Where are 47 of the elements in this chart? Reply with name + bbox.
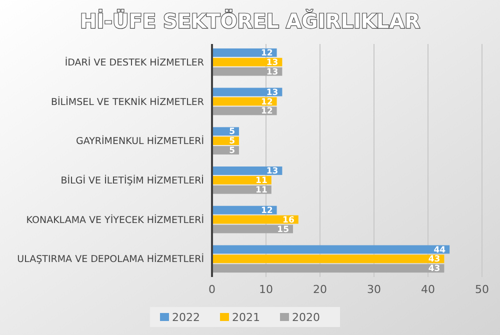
data-label: 5 [229,136,236,147]
y-tick-label: İDARİ VE DESTEK HİZMETLER [64,56,204,68]
data-label: 16 [282,215,294,226]
bar [212,166,282,175]
data-label: 12 [260,48,273,58]
bar [212,185,272,194]
x-tick-label: 30 [367,283,381,296]
bar [212,97,277,106]
data-label: 12 [260,106,273,117]
data-label: 12 [260,206,273,216]
legend-label: 2022 [172,310,200,324]
data-label: 12 [260,97,273,108]
data-label: 43 [428,264,440,274]
data-label: 15 [277,224,290,235]
y-tick-label: KONAKLAMA VE YİYECEK HİZMETLERİ [26,214,204,226]
data-label: 11 [256,185,268,196]
data-label: 43 [428,254,440,265]
bar [212,176,272,184]
data-label: 13 [266,67,278,78]
bar [212,58,282,66]
x-tick-label: 10 [259,283,273,296]
data-label: 13 [266,166,278,177]
legend-label: 2020 [292,310,320,324]
chart-title: Hİ-ÜFE SEKTÖREL AĞIRLIKLAR [80,9,420,33]
data-label: 11 [256,176,268,186]
legend-label: 2021 [232,310,260,324]
x-tick-label: 20 [313,283,327,296]
y-tick-label: BİLİMSEL VE TEKNİK HİZMETLER [50,96,204,108]
y-tick-label: BİLGİ VE İLETİŞİM HİZMETLERİ [60,174,204,187]
bar [212,215,298,224]
bar [212,254,444,264]
x-tick-label: 50 [475,283,489,296]
data-label: 5 [229,146,236,156]
data-label: 13 [266,88,278,98]
y-tick-label: ULAŞTIRMA VE DEPOLAMA HİZMETLERİ [17,253,204,266]
data-label: 5 [229,127,236,138]
data-label: 13 [266,58,278,68]
data-label: 44 [434,245,446,256]
bar [212,48,277,57]
bar [212,206,277,214]
bar [212,67,282,76]
bar [212,264,444,273]
x-tick-label: 40 [421,283,435,296]
y-tick-label: GAYRİMENKUL HİZMETLERİ [76,135,204,148]
x-tick-label: 0 [208,283,216,296]
bar [212,245,450,254]
bar [212,106,277,116]
